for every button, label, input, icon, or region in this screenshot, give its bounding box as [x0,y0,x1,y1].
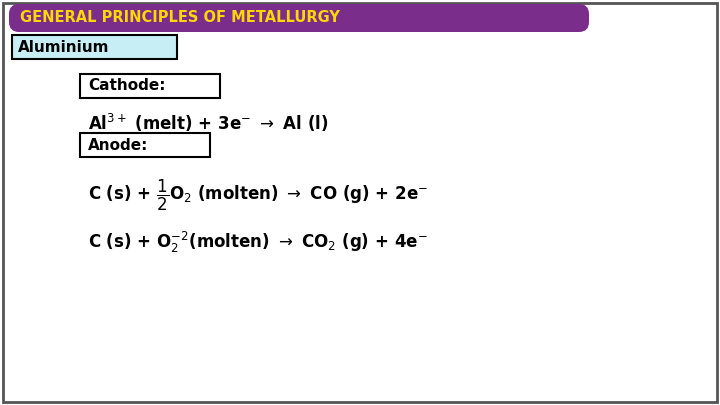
FancyBboxPatch shape [12,35,177,59]
Text: GENERAL PRINCIPLES OF METALLURGY: GENERAL PRINCIPLES OF METALLURGY [20,11,340,26]
FancyBboxPatch shape [3,3,717,402]
Text: Cathode:: Cathode: [88,79,166,94]
Text: Anode:: Anode: [88,138,148,153]
FancyBboxPatch shape [9,4,589,32]
Text: Aluminium: Aluminium [18,40,109,55]
FancyBboxPatch shape [80,74,220,98]
Text: Al$^{3+}$ (melt) + 3e$^{-}$ $\rightarrow$ Al (l): Al$^{3+}$ (melt) + 3e$^{-}$ $\rightarrow… [88,112,329,134]
Text: C (s) + $\dfrac{1}{2}$O$_{2}$ (molten) $\rightarrow$ CO (g) + 2e$^{-}$: C (s) + $\dfrac{1}{2}$O$_{2}$ (molten) $… [88,177,428,213]
FancyBboxPatch shape [80,133,210,157]
Text: C (s) + O$_{2}^{-2}$(molten) $\rightarrow$ CO$_{2}$ (g) + 4e$^{-}$: C (s) + O$_{2}^{-2}$(molten) $\rightarro… [88,230,428,255]
